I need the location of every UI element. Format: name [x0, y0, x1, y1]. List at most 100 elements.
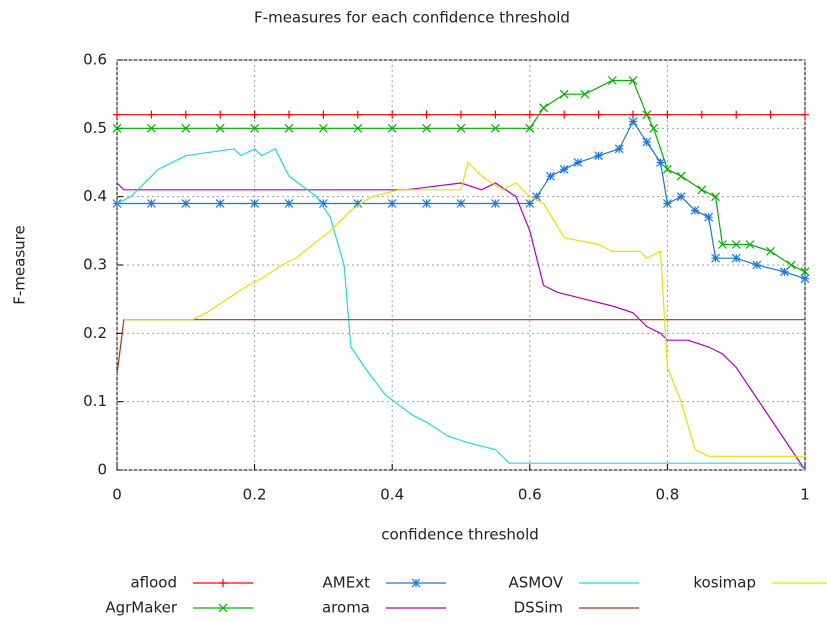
data-point: [642, 110, 652, 120]
data-point: [387, 199, 397, 208]
data-point: [779, 267, 789, 277]
data-point: [181, 199, 191, 208]
data-point: [697, 185, 707, 195]
data-point: [559, 164, 569, 174]
data-point: [387, 123, 397, 133]
data-point: [318, 123, 328, 133]
data-point: [525, 110, 534, 119]
data-point: [113, 110, 121, 119]
y-tick-label: 0.6: [83, 51, 107, 69]
data-point: [560, 110, 569, 119]
data-point: [319, 110, 328, 119]
series-line: [116, 182, 806, 471]
chart-title: F-measures for each confidence threshold: [254, 9, 570, 27]
data-point: [801, 110, 809, 119]
y-tick-label: 0.5: [83, 119, 107, 137]
data-point: [353, 110, 362, 119]
legend-label: aflood: [130, 574, 177, 592]
x-tick-label: 0: [112, 486, 122, 504]
data-point: [697, 110, 706, 119]
data-point: [800, 267, 810, 277]
data-point: [215, 199, 225, 208]
data-point: [656, 158, 665, 167]
data-point: [318, 199, 328, 208]
data-point: [629, 110, 637, 119]
data-point: [181, 123, 191, 133]
data-point: [732, 110, 741, 119]
legend-label: AgrMaker: [105, 599, 177, 617]
data-point: [490, 199, 500, 208]
data-point: [559, 89, 569, 99]
data-point: [284, 123, 294, 133]
data-point: [353, 123, 363, 133]
data-point: [711, 253, 720, 263]
legend-label: AMExt: [323, 574, 371, 592]
data-point: [112, 123, 122, 133]
data-point: [250, 110, 259, 119]
data-point: [662, 164, 672, 174]
x-tick-label: 0.8: [655, 486, 679, 504]
data-point: [704, 212, 714, 222]
data-point: [594, 151, 604, 161]
data-point: [663, 110, 672, 119]
data-point: [491, 110, 500, 119]
data-point: [422, 199, 432, 208]
data-point: [607, 76, 617, 85]
data-point: [628, 117, 638, 126]
y-tick-label: 0.3: [83, 256, 107, 274]
data-point: [215, 123, 225, 133]
data-point: [525, 123, 535, 133]
data-point: [642, 137, 652, 147]
legend-label: kosimap: [693, 574, 756, 592]
data-point: [146, 123, 156, 133]
series-line: [116, 148, 806, 471]
data-point: [731, 240, 741, 249]
data-point: [250, 123, 260, 133]
data-point: [539, 103, 548, 113]
data-point: [711, 192, 720, 202]
data-point: [766, 246, 776, 256]
data-point: [786, 260, 796, 270]
data-point: [216, 110, 225, 119]
data-point: [284, 199, 294, 208]
series-line: [116, 319, 805, 375]
legend-marker: [218, 603, 228, 613]
y-tick-label: 0.2: [83, 324, 107, 342]
x-tick-label: 0.6: [518, 486, 542, 504]
data-point: [628, 76, 638, 85]
legend-label: ASMOV: [508, 574, 563, 592]
data-point: [718, 240, 727, 249]
plot-frame: [116, 59, 806, 471]
legend-marker: [411, 578, 421, 588]
y-axis-label: F-measure: [11, 225, 29, 304]
data-point: [546, 171, 555, 181]
x-axis-label: confidence threshold: [381, 526, 539, 544]
data-point: [388, 110, 397, 119]
y-tick-label: 0.1: [83, 392, 107, 410]
data-point: [146, 199, 156, 208]
x-tick-label: 0.2: [243, 486, 267, 504]
data-point: [250, 199, 260, 208]
data-point: [800, 274, 810, 284]
data-point: [532, 192, 542, 202]
series-line: [117, 79, 806, 273]
data-point: [147, 110, 156, 119]
data-point: [676, 171, 686, 181]
y-tick-label: 0: [97, 461, 107, 479]
data-point: [766, 110, 775, 119]
data-point: [422, 123, 432, 133]
legend-label: DSSim: [514, 599, 563, 617]
x-tick-label: 1: [800, 486, 810, 504]
data-point: [731, 253, 741, 263]
data-point: [745, 240, 755, 249]
series-line: [123, 161, 805, 457]
data-point: [457, 110, 465, 119]
data-point: [490, 123, 500, 133]
data-point: [676, 192, 686, 202]
data-point: [181, 110, 190, 119]
x-tick-label: 0.4: [380, 486, 404, 504]
y-tick-label: 0.4: [83, 187, 107, 205]
data-point: [456, 199, 466, 208]
data-point: [752, 260, 762, 270]
data-point: [573, 158, 583, 167]
